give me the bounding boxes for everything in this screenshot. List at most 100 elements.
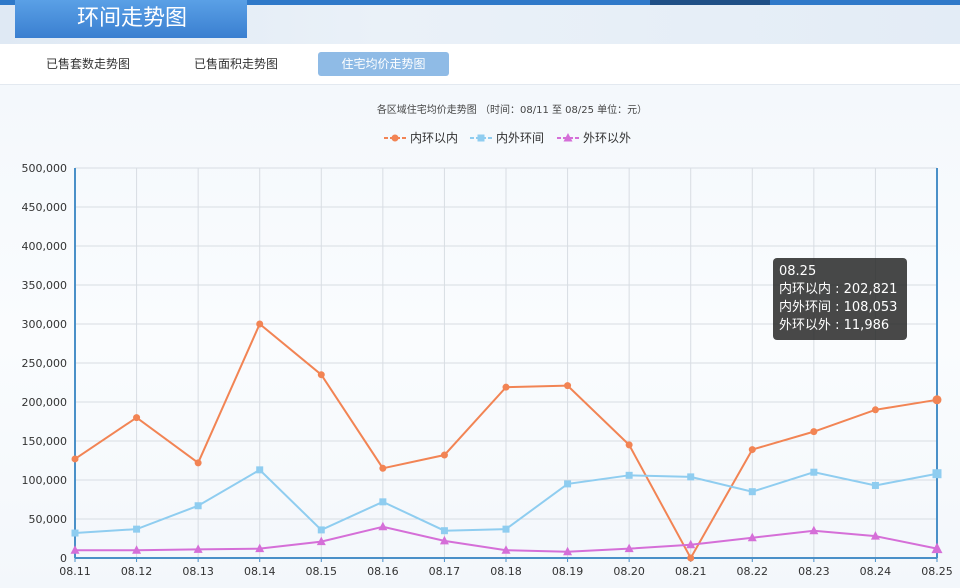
data-point[interactable]	[932, 395, 942, 405]
data-point[interactable]	[256, 466, 264, 474]
data-point[interactable]	[931, 542, 943, 554]
data-point[interactable]	[379, 464, 387, 472]
data-point[interactable]	[687, 554, 695, 562]
y-tick-label: 50,000	[29, 513, 68, 526]
legend-label: 内外环间	[496, 131, 544, 145]
data-point[interactable]	[810, 468, 818, 476]
legend-label: 内环以内	[410, 131, 458, 145]
y-tick-label: 400,000	[22, 240, 68, 253]
data-point[interactable]	[501, 545, 511, 554]
y-tick-label: 150,000	[22, 435, 68, 448]
data-point[interactable]	[871, 481, 879, 489]
data-point[interactable]	[439, 535, 449, 545]
data-point[interactable]	[687, 473, 695, 481]
data-point[interactable]	[255, 543, 265, 553]
legend-item-3[interactable]: 外环以外	[557, 131, 631, 145]
data-point[interactable]	[747, 532, 757, 542]
data-point[interactable]	[317, 371, 325, 379]
x-tick-label: 08.22	[737, 565, 769, 578]
data-tooltip: 08.25 内环以内 : 202,821 内外环间 : 108,053 外环以外…	[773, 258, 907, 340]
y-tick-label: 350,000	[22, 279, 68, 292]
data-point[interactable]	[440, 527, 448, 535]
series-3[interactable]	[70, 521, 943, 556]
data-point[interactable]	[748, 488, 756, 496]
data-point[interactable]	[194, 459, 202, 467]
data-point[interactable]	[193, 544, 203, 553]
data-point[interactable]	[71, 455, 79, 463]
series-2[interactable]	[71, 466, 942, 537]
legend-item-2[interactable]: 内外环间	[470, 131, 544, 145]
data-point[interactable]	[133, 525, 141, 533]
x-tick-label: 08.23	[798, 565, 830, 578]
legend-marker[interactable]	[477, 134, 485, 142]
data-point[interactable]	[564, 382, 572, 390]
tab-sold-area[interactable]: 已售面积走势图	[193, 57, 278, 71]
data-point[interactable]	[194, 502, 202, 510]
data-point[interactable]	[870, 531, 880, 540]
data-point[interactable]	[502, 383, 510, 391]
banner-accent	[650, 0, 770, 5]
tooltip-line-middle: 内外环间 : 108,053	[779, 300, 898, 315]
series-group[interactable]	[70, 320, 943, 562]
x-tick-label: 08.14	[244, 565, 276, 578]
x-tick-label: 08.19	[552, 565, 584, 578]
data-point[interactable]	[625, 441, 633, 449]
x-tick-label: 08.12	[121, 565, 153, 578]
x-tick-label: 08.15	[306, 565, 338, 578]
data-point[interactable]	[132, 545, 142, 554]
tooltip-line-inner: 内环以内 : 202,821	[779, 282, 898, 297]
y-tick-label: 200,000	[22, 396, 68, 409]
x-tick-label: 08.16	[367, 565, 399, 578]
data-point[interactable]	[70, 545, 80, 554]
legend-label: 外环以外	[583, 131, 631, 145]
tooltip-date: 08.25	[779, 264, 817, 279]
data-point[interactable]	[378, 521, 388, 531]
legend-marker[interactable]	[563, 133, 573, 142]
tooltip-line-outer: 外环以外 : 11,986	[779, 318, 890, 333]
data-point[interactable]	[563, 546, 573, 556]
x-tick-label: 08.24	[860, 565, 892, 578]
y-tick-label: 0	[60, 552, 67, 565]
data-point[interactable]	[748, 446, 756, 454]
data-point[interactable]	[440, 451, 448, 459]
data-point[interactable]	[810, 428, 818, 436]
legend[interactable]: 内环以内 内外环间 外环以外	[384, 131, 631, 145]
data-point[interactable]	[686, 539, 696, 549]
data-point[interactable]	[871, 406, 879, 414]
data-point[interactable]	[133, 414, 141, 422]
data-point[interactable]	[809, 525, 819, 535]
data-point[interactable]	[317, 526, 325, 534]
y-tick-label: 500,000	[22, 162, 68, 175]
tab-bar: 已售套数走势图 已售面积走势图 住宅均价走势图	[0, 44, 960, 85]
x-tick-label: 08.11	[59, 565, 91, 578]
data-point[interactable]	[256, 320, 264, 328]
tab-avg-price[interactable]: 住宅均价走势图	[318, 52, 449, 76]
legend-item-1[interactable]: 内环以内	[384, 131, 458, 145]
x-tick-label: 08.21	[675, 565, 707, 578]
data-point[interactable]	[71, 529, 79, 537]
data-point[interactable]	[316, 536, 326, 546]
tab-sold-units[interactable]: 已售套数走势图	[45, 57, 130, 71]
data-point[interactable]	[564, 480, 572, 488]
y-tick-label: 250,000	[22, 357, 68, 370]
y-tick-label: 300,000	[22, 318, 68, 331]
x-tick-label: 08.18	[490, 565, 522, 578]
y-tick-label: 450,000	[22, 201, 68, 214]
axes: 0 50,000 100,000 150,000 200,000 250,000 300,0…	[22, 162, 953, 578]
page-title: 环间走势图	[15, 0, 247, 38]
data-point[interactable]	[502, 525, 510, 533]
data-point[interactable]	[379, 498, 387, 506]
y-tick-label: 100,000	[22, 474, 68, 487]
grid	[74, 167, 938, 559]
x-tick-label: 08.17	[429, 565, 461, 578]
legend-marker[interactable]	[391, 134, 399, 142]
x-tick-label: 08.25	[921, 565, 953, 578]
data-point[interactable]	[932, 469, 942, 479]
series-1[interactable]	[71, 320, 942, 562]
data-point[interactable]	[625, 471, 633, 479]
x-tick-label: 08.13	[182, 565, 214, 578]
chart-title: 各区域住宅均价走势图 （时间：08/11 至 08/25 单位：元）	[377, 103, 647, 116]
x-tick-label: 08.20	[613, 565, 645, 578]
data-point[interactable]	[624, 543, 634, 553]
